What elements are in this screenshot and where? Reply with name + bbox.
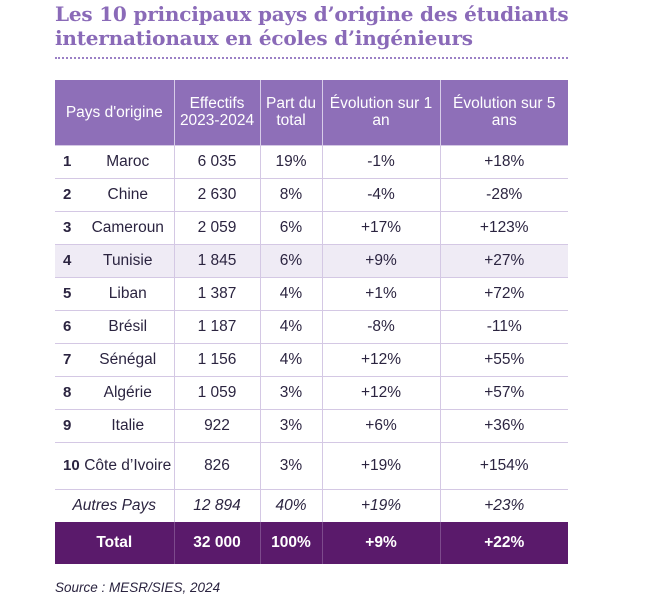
header-part: Part du total bbox=[259, 80, 322, 145]
row-evo1: -4% bbox=[321, 177, 440, 211]
table-row: 3 Cameroun 2 059 6% +17% +123% bbox=[55, 210, 568, 244]
row-evo5: +57% bbox=[439, 375, 568, 409]
row-evo5: +36% bbox=[439, 408, 568, 442]
row-effectifs: 922 bbox=[173, 408, 260, 442]
row-effectifs: 1 845 bbox=[173, 243, 260, 277]
row-evo5: -28% bbox=[439, 177, 568, 211]
row-effectifs: 1 187 bbox=[173, 309, 260, 343]
row-effectifs: 2 630 bbox=[173, 177, 260, 211]
row-part: 3% bbox=[259, 408, 322, 442]
row-evo1: +12% bbox=[321, 375, 440, 409]
countries-table: Pays d'origine Effectifs 2023-2024 Part … bbox=[55, 80, 568, 564]
row-rank: 1 bbox=[55, 144, 82, 178]
row-evo5: +154% bbox=[439, 441, 568, 489]
total-part: 100% bbox=[259, 522, 322, 564]
row-part: 8% bbox=[259, 177, 322, 211]
row-evo5: +18% bbox=[439, 144, 568, 178]
row-country: Algérie bbox=[82, 375, 174, 409]
row-part: 3% bbox=[259, 441, 322, 489]
others-evo1: +19% bbox=[321, 488, 440, 522]
row-rank: 9 bbox=[55, 408, 82, 442]
row-evo1: +1% bbox=[321, 276, 440, 310]
header-country: Pays d'origine bbox=[55, 80, 174, 145]
row-country: Italie bbox=[82, 408, 174, 442]
row-rank: 8 bbox=[55, 375, 82, 409]
header-effectifs: Effectifs 2023-2024 bbox=[173, 80, 260, 145]
row-country: Brésil bbox=[82, 309, 174, 343]
table-row: 10 Côte d’Ivoire 826 3% +19% +154% bbox=[55, 441, 568, 489]
row-part: 6% bbox=[259, 210, 322, 244]
row-part: 19% bbox=[259, 144, 322, 178]
table-header-row: Pays d'origine Effectifs 2023-2024 Part … bbox=[55, 80, 568, 145]
table-row: 7 Sénégal 1 156 4% +12% +55% bbox=[55, 342, 568, 376]
source-note: Source : MESR/SIES, 2024 bbox=[55, 580, 221, 595]
total-effectifs: 32 000 bbox=[173, 522, 260, 564]
row-country: Chine bbox=[82, 177, 174, 211]
table-row: 9 Italie 922 3% +6% +36% bbox=[55, 408, 568, 442]
row-evo5: +123% bbox=[439, 210, 568, 244]
row-effectifs: 1 059 bbox=[173, 375, 260, 409]
row-evo5: +55% bbox=[439, 342, 568, 376]
row-evo5: -11% bbox=[439, 309, 568, 343]
row-effectifs: 826 bbox=[173, 441, 260, 489]
row-part: 3% bbox=[259, 375, 322, 409]
row-rank: 4 bbox=[55, 243, 82, 277]
header-evo1: Évolution sur 1 an bbox=[321, 80, 440, 145]
row-rank: 10 bbox=[55, 441, 82, 489]
row-country: Maroc bbox=[82, 144, 174, 178]
row-evo1: -8% bbox=[321, 309, 440, 343]
table-row: 6 Brésil 1 187 4% -8% -11% bbox=[55, 309, 568, 343]
row-part: 4% bbox=[259, 276, 322, 310]
row-country: Cameroun bbox=[82, 210, 174, 244]
total-evo5: +22% bbox=[439, 522, 568, 564]
total-label: Total bbox=[55, 522, 174, 564]
table-body: 1 Maroc 6 035 19% -1% +18% 2 Chine 2 630 8% -4% -28… bbox=[55, 144, 568, 522]
row-effectifs: 2 059 bbox=[173, 210, 260, 244]
row-evo1: +17% bbox=[321, 210, 440, 244]
row-part: 4% bbox=[259, 342, 322, 376]
row-part: 6% bbox=[259, 243, 322, 277]
row-evo1: -1% bbox=[321, 144, 440, 178]
row-country: Côte d’Ivoire bbox=[82, 441, 174, 489]
page-title: Les 10 principaux pays d’origine des étu… bbox=[55, 2, 569, 50]
row-evo1: +6% bbox=[321, 408, 440, 442]
row-part: 4% bbox=[259, 309, 322, 343]
others-evo5: +23% bbox=[439, 488, 568, 522]
header-evo5: Évolution sur 5 ans bbox=[439, 80, 568, 145]
row-country: Sénégal bbox=[82, 342, 174, 376]
table-row: 5 Liban 1 387 4% +1% +72% bbox=[55, 276, 568, 310]
row-evo5: +27% bbox=[439, 243, 568, 277]
others-row: Autres Pays 12 894 40% +19% +23% bbox=[55, 488, 568, 522]
row-rank: 5 bbox=[55, 276, 82, 310]
others-label: Autres Pays bbox=[55, 488, 174, 522]
row-effectifs: 1 156 bbox=[173, 342, 260, 376]
others-effectifs: 12 894 bbox=[173, 488, 260, 522]
row-rank: 6 bbox=[55, 309, 82, 343]
row-evo1: +19% bbox=[321, 441, 440, 489]
dotted-divider bbox=[55, 57, 568, 59]
table-row: 8 Algérie 1 059 3% +12% +57% bbox=[55, 375, 568, 409]
table-row: 2 Chine 2 630 8% -4% -28% bbox=[55, 177, 568, 211]
row-country: Tunisie bbox=[82, 243, 174, 277]
row-effectifs: 6 035 bbox=[173, 144, 260, 178]
row-evo1: +12% bbox=[321, 342, 440, 376]
table-row: 4 Tunisie 1 845 6% +9% +27% bbox=[55, 243, 568, 277]
row-country: Liban bbox=[82, 276, 174, 310]
row-rank: 7 bbox=[55, 342, 82, 376]
total-row: Total 32 000 100% +9% +22% bbox=[55, 522, 568, 564]
row-effectifs: 1 387 bbox=[173, 276, 260, 310]
others-part: 40% bbox=[259, 488, 322, 522]
row-rank: 2 bbox=[55, 177, 82, 211]
table-row: 1 Maroc 6 035 19% -1% +18% bbox=[55, 144, 568, 178]
row-rank: 3 bbox=[55, 210, 82, 244]
total-evo1: +9% bbox=[321, 522, 440, 564]
row-evo5: +72% bbox=[439, 276, 568, 310]
row-evo1: +9% bbox=[321, 243, 440, 277]
